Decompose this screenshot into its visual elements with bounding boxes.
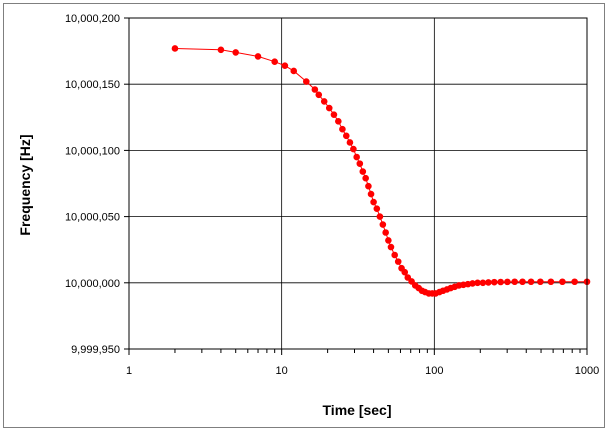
data-point — [281, 62, 289, 69]
data-point — [376, 213, 384, 220]
data-point — [370, 198, 377, 206]
data-point — [373, 205, 381, 212]
data-point — [485, 279, 492, 286]
data-point — [350, 145, 357, 153]
x-tick-label: 100 — [425, 365, 443, 377]
series-layer — [171, 45, 591, 297]
data-point — [519, 278, 526, 286]
data-point — [401, 268, 409, 276]
data-point — [303, 78, 310, 85]
y-tick-label: 10,000,050 — [65, 212, 120, 224]
x-tick-label: 1000 — [575, 365, 599, 377]
axis-layer: 9,999,950 10,000,000 10,000,050 10,000,100 1… — [65, 13, 599, 377]
data-point — [362, 174, 369, 182]
data-point — [271, 58, 278, 65]
data-point — [511, 278, 518, 286]
x-tick-label: 10 — [276, 365, 288, 377]
y-axis-title: Frequency [Hz] — [17, 134, 33, 235]
data-point — [479, 279, 487, 287]
data-point — [379, 221, 387, 228]
data-point — [339, 125, 346, 133]
data-point — [290, 67, 298, 75]
data-point — [497, 278, 504, 286]
chart-frame — [3, 3, 605, 428]
y-tick-label: 10,000,000 — [65, 278, 120, 290]
data-point — [335, 117, 342, 125]
y-tick-label: 10,000,200 — [65, 13, 120, 25]
y-tick-label: 10,000,100 — [65, 145, 120, 157]
x-tick-label: 1 — [126, 365, 132, 377]
data-point — [353, 153, 360, 161]
data-point — [387, 243, 395, 251]
data-point — [382, 229, 389, 236]
data-point — [320, 98, 328, 105]
data-point — [385, 237, 392, 244]
data-point — [537, 278, 544, 286]
data-point — [490, 278, 498, 286]
data-point — [232, 49, 240, 56]
data-point — [408, 278, 415, 285]
data-point — [547, 278, 555, 286]
series-line — [174, 47, 587, 294]
data-point — [311, 86, 319, 93]
data-point — [217, 46, 225, 54]
data-point — [254, 53, 262, 60]
data-point — [325, 104, 333, 112]
grid-layer — [128, 17, 588, 350]
data-point — [571, 278, 578, 286]
data-point — [359, 168, 367, 175]
data-point — [315, 91, 323, 99]
data-point — [367, 190, 375, 198]
data-point — [391, 251, 398, 259]
data-point — [365, 182, 372, 190]
data-point — [527, 278, 535, 286]
data-point — [404, 274, 412, 281]
data-point — [342, 132, 350, 140]
data-point — [356, 160, 364, 167]
data-point — [504, 278, 511, 286]
data-point — [346, 139, 354, 146]
y-tick-label: 9,999,950 — [71, 344, 120, 356]
data-point — [474, 279, 481, 287]
plot-area-border — [128, 17, 588, 350]
data-point — [559, 278, 566, 286]
data-point — [394, 258, 402, 265]
y-tick-label: 10,000,150 — [65, 79, 120, 91]
data-point — [171, 45, 179, 52]
x-axis-title: Time [sec] — [323, 402, 392, 418]
data-point — [330, 111, 338, 118]
